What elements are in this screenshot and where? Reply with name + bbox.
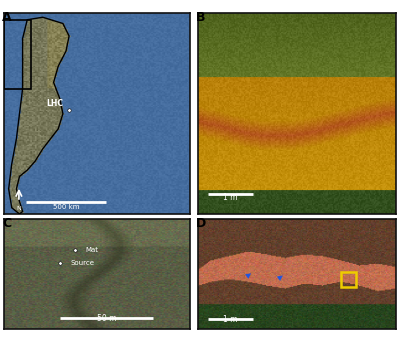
Text: A: A <box>2 11 12 24</box>
Text: D: D <box>196 217 206 231</box>
Text: LHC: LHC <box>46 99 64 108</box>
Text: 1 m: 1 m <box>224 193 238 202</box>
Bar <box>340 272 356 287</box>
Text: 1 m: 1 m <box>224 315 238 324</box>
Text: 50 m: 50 m <box>96 314 116 323</box>
Text: 500 km: 500 km <box>53 204 80 210</box>
Text: B: B <box>196 11 206 24</box>
Text: C: C <box>2 217 11 231</box>
Text: Source: Source <box>71 260 95 266</box>
Bar <box>4 20 31 89</box>
Text: N: N <box>16 206 21 211</box>
Text: Mat: Mat <box>86 247 99 253</box>
